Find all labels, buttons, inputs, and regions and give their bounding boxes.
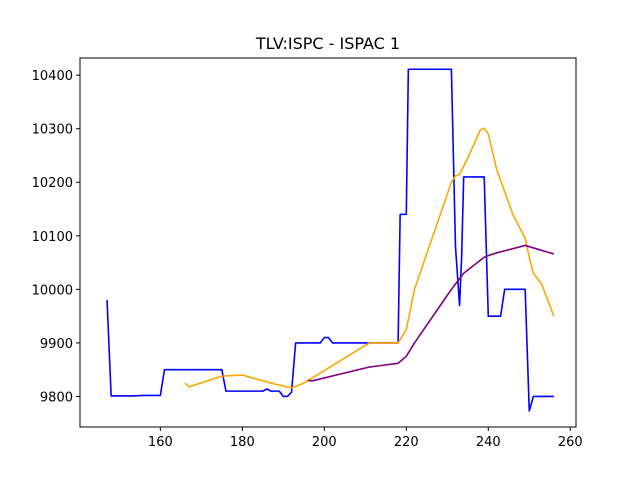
x-tick-label: 200 [312, 435, 337, 450]
y-axis: 9800 9900 10000 10100 10200 10300 10400 [32, 69, 80, 405]
x-tick-label: 240 [476, 435, 501, 450]
chart-title: TLV:ISPC - ISPAC 1 [255, 34, 400, 53]
x-tick-label: 260 [558, 435, 583, 450]
y-tick-label: 9900 [40, 337, 73, 352]
y-tick-label: 10000 [32, 283, 73, 298]
series-layer [106, 68, 555, 412]
x-tick-label: 220 [394, 435, 419, 450]
x-tick-label: 180 [230, 435, 255, 450]
y-tick-label: 10300 [32, 123, 73, 138]
series-line-3 [307, 244, 555, 382]
plot-frame [79, 57, 577, 428]
y-tick-label: 10200 [32, 176, 73, 191]
y-tick-label: 10400 [32, 69, 73, 84]
series-line-2 [184, 127, 555, 389]
x-tick-label: 160 [148, 435, 173, 450]
y-tick-label: 10100 [32, 230, 73, 245]
y-tick-label: 9800 [40, 390, 73, 405]
x-axis: 160 180 200 220 240 260 [148, 427, 583, 450]
series-line-1 [106, 68, 554, 412]
